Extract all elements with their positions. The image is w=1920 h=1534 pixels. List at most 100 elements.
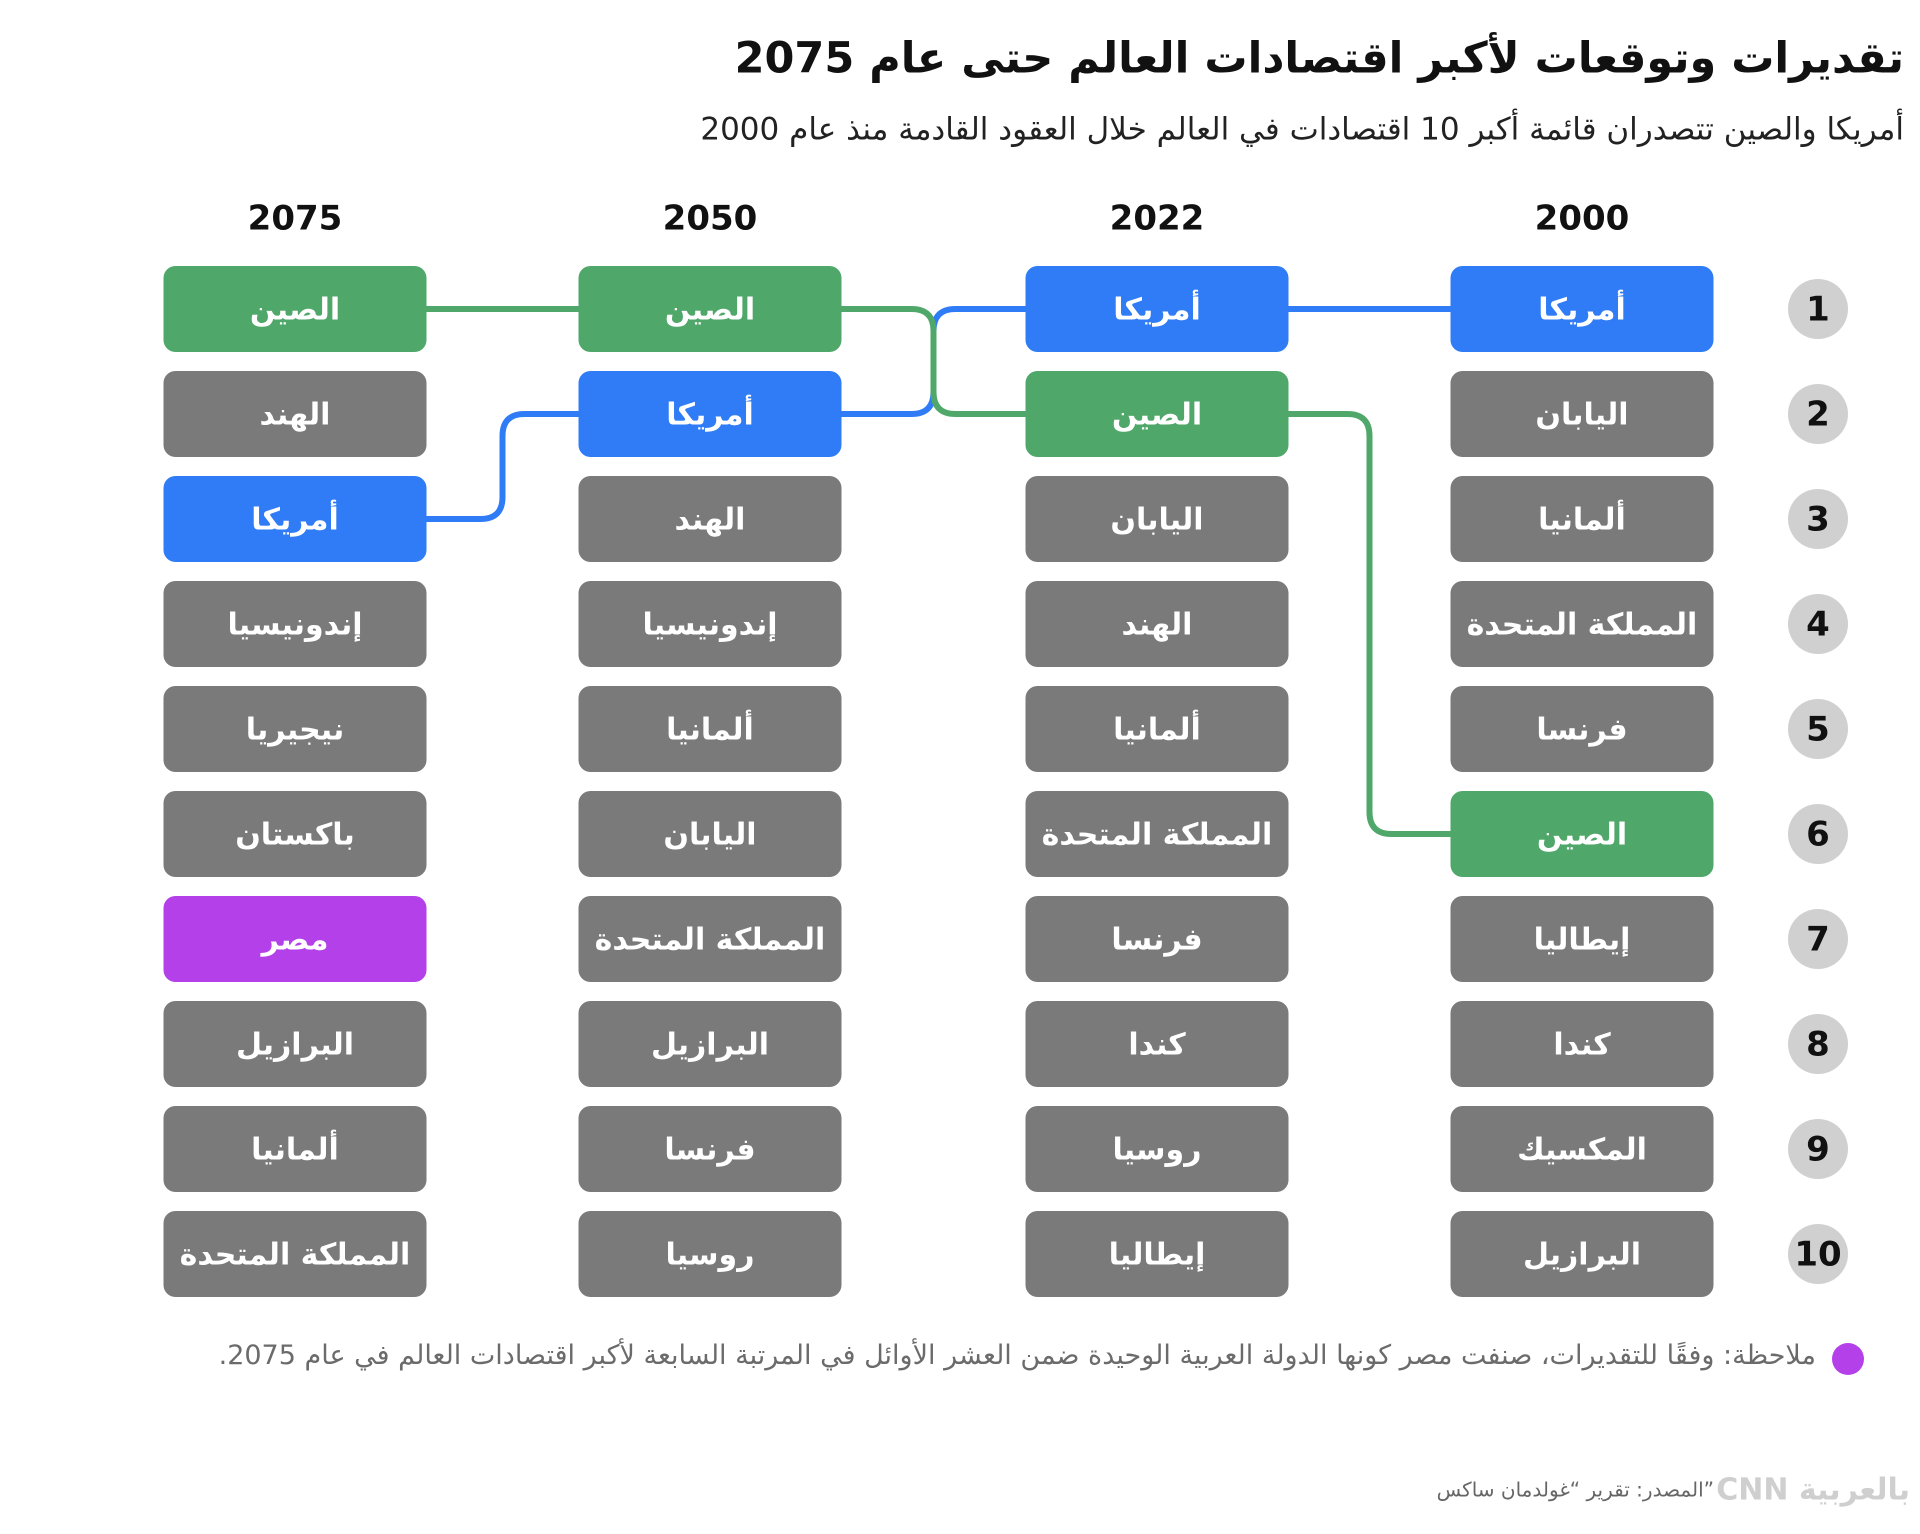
columns: 1 2 3 4 5 6 7 8 9 10 2000 أمريكا اليابان ألمانيا الممل… (163, 199, 1848, 1297)
country-box (1025, 581, 1289, 667)
rank-badge (1788, 384, 1848, 444)
rank-badge (1788, 279, 1848, 339)
country-label: نيجيريا (246, 713, 345, 748)
country-label: فرنسا (1111, 923, 1202, 958)
rank-number: 2 (1806, 395, 1830, 435)
country-box (578, 581, 842, 667)
country-box (578, 1106, 842, 1192)
country-label: المملكة المتحدة (180, 1238, 411, 1273)
rank-badge (1788, 594, 1848, 654)
country-label: الصين (665, 293, 755, 328)
country-label: روسيا (1113, 1133, 1202, 1168)
rank-badge (1788, 1014, 1848, 1074)
country-box (1450, 1106, 1714, 1192)
country-label: اليابان (663, 818, 756, 853)
country-label: فرنسا (664, 1133, 755, 1168)
country-box (1450, 791, 1714, 877)
country-label: باكستان (235, 818, 355, 853)
country-box (163, 1106, 427, 1192)
country-box (578, 371, 842, 457)
country-box (1025, 686, 1289, 772)
country-label: الصين (1537, 818, 1627, 853)
country-box (1025, 1001, 1289, 1087)
rank-badge (1788, 1224, 1848, 1284)
country-label: إندونيسيا (642, 608, 777, 643)
country-label: المكسيك (1517, 1133, 1647, 1168)
country-box (1025, 896, 1289, 982)
country-label: البرازيل (236, 1028, 354, 1063)
country-label: فرنسا (1536, 713, 1627, 748)
country-box (1025, 1211, 1289, 1297)
rank-number: 1 (1806, 290, 1830, 330)
country-label: البرازيل (651, 1028, 769, 1063)
year-header: 2050 (663, 199, 758, 239)
country-box (578, 791, 842, 877)
rank-number: 8 (1806, 1025, 1830, 1065)
country-label: روسيا (666, 1238, 755, 1273)
country-box (163, 686, 427, 772)
title: تقديرات وتوقعات لأكبر اقتصادات العالم حت… (735, 32, 1904, 84)
country-label: إيطاليا (1534, 923, 1631, 958)
country-box (163, 896, 427, 982)
rank-badge (1788, 699, 1848, 759)
country-label: المملكة المتحدة (595, 923, 826, 958)
rank-number: 7 (1806, 920, 1830, 960)
country-box (578, 1001, 842, 1087)
country-box (578, 896, 842, 982)
rank-number: 9 (1806, 1130, 1830, 1170)
rank-number: 3 (1806, 500, 1830, 540)
country-label: كندا (1128, 1028, 1186, 1063)
country-box (163, 791, 427, 877)
country-label: أمريكا (666, 395, 754, 433)
rank-number: 4 (1806, 605, 1830, 645)
country-box (163, 1211, 427, 1297)
country-label: المملكة المتحدة (1042, 818, 1273, 853)
year-header: 2075 (248, 199, 343, 239)
country-label: ألمانيا (1113, 710, 1201, 748)
country-box (1025, 1106, 1289, 1192)
country-box (1025, 371, 1289, 457)
country-box (1025, 476, 1289, 562)
country-label: أمريكا (1113, 290, 1201, 328)
rank-badge (1788, 909, 1848, 969)
country-label: الصين (250, 293, 340, 328)
subtitle: أمريكا والصين تتصدران قائمة أكبر 10 اقتص… (700, 109, 1904, 148)
country-box (578, 476, 842, 562)
country-label: الهند (1122, 608, 1193, 643)
rank-badge (1788, 804, 1848, 864)
country-box (1450, 686, 1714, 772)
year-header: 2000 (1535, 199, 1630, 239)
country-label: اليابان (1535, 398, 1628, 433)
source: المصدر: تقرير “غولدمان ساكس” (1437, 1478, 1714, 1502)
country-label: المملكة المتحدة (1467, 608, 1698, 643)
country-label: إيطاليا (1109, 1238, 1206, 1273)
country-box (163, 1001, 427, 1087)
country-label: الهند (260, 398, 331, 433)
note-marker (1832, 1343, 1864, 1375)
country-label: الهند (675, 503, 746, 538)
country-label: كندا (1553, 1028, 1611, 1063)
connector (1288, 411, 1451, 837)
country-label: إندونيسيا (227, 608, 362, 643)
country-label: ألمانيا (1538, 500, 1626, 538)
connector (841, 306, 1026, 417)
connector (426, 411, 579, 522)
rank-number: 6 (1806, 815, 1830, 855)
country-box (163, 581, 427, 667)
country-box (1450, 1001, 1714, 1087)
country-box (1025, 791, 1289, 877)
country-label: اليابان (1110, 503, 1203, 538)
country-box (163, 371, 427, 457)
country-box (1025, 266, 1289, 352)
country-box (1450, 581, 1714, 667)
country-box (163, 476, 427, 562)
rank-number: 5 (1806, 710, 1830, 750)
country-label: الصين (1112, 398, 1202, 433)
country-label: ألمانيا (251, 1130, 339, 1168)
country-box (1450, 896, 1714, 982)
country-box (578, 266, 842, 352)
connectors (426, 306, 1451, 837)
country-label: مصر (260, 923, 329, 958)
